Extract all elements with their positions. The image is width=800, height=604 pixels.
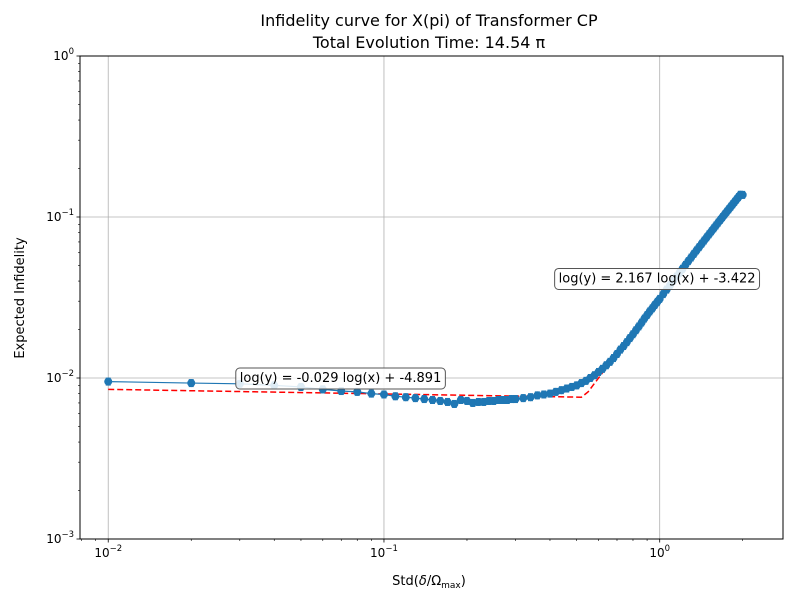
x-tick-label: 100: [649, 544, 670, 560]
data-point: [401, 393, 410, 402]
x-axis-label-sep: /: [427, 574, 432, 589]
fit-lines: [108, 191, 744, 398]
data-point: [738, 190, 747, 199]
x-tick-label: 10−2: [94, 544, 122, 560]
data-point: [353, 387, 362, 396]
data-point: [450, 399, 459, 408]
x-axis-label-prefix: Std(: [392, 574, 419, 589]
x-axis-label-omega: Ω: [431, 574, 441, 589]
x-tick-label: 10−1: [370, 544, 398, 560]
fit-equation-annotation: log(y) = 2.167 log(x) + -3.422: [554, 267, 761, 290]
axis-ticks: 10−2 10−1 100 10−3 10−2 10−1 100: [46, 47, 744, 560]
fit-line: [108, 191, 744, 398]
annotation-box: [235, 367, 446, 390]
data-point: [436, 396, 445, 405]
data-point: [456, 396, 465, 405]
x-axis-label-delta: δ: [419, 574, 427, 589]
y-tick-label: 10−2: [46, 369, 74, 385]
data-point: [411, 394, 420, 403]
data-point: [391, 392, 400, 401]
data-point: [539, 390, 548, 399]
data-point: [526, 393, 535, 402]
data-point: [104, 377, 113, 386]
fit-equation-annotation: log(y) = -0.029 log(x) + -4.891: [235, 367, 446, 390]
y-tick-label: 100: [53, 47, 74, 63]
x-axis-label-sub: max: [441, 581, 461, 591]
data-point: [379, 390, 388, 399]
x-axis-label: Std(δ/Ωmax): [392, 574, 466, 591]
data-point: [511, 395, 520, 404]
data-point: [519, 394, 528, 403]
data-point: [443, 397, 452, 406]
plot-area-frame: [79, 55, 784, 540]
data-point: [428, 396, 437, 405]
data-point: [367, 389, 376, 398]
annotation-box: [554, 267, 761, 290]
annotation-text: log(y) = 2.167 log(x) + -3.422: [559, 271, 756, 286]
y-tick-label: 10−1: [46, 208, 74, 224]
data-point: [420, 395, 429, 404]
data-point: [533, 391, 542, 400]
y-tick-label: 10−3: [46, 530, 74, 546]
chart-title-line2: Total Evolution Time: 14.54 π: [312, 33, 546, 52]
annotations: log(y) = -0.029 log(x) + -4.891 log(y) = …: [235, 267, 761, 390]
data-point: [187, 379, 196, 388]
annotation-text: log(y) = -0.029 log(x) + -4.891: [240, 371, 442, 386]
y-axis-label: Expected Infidelity: [13, 237, 28, 359]
x-axis-label-suffix: ): [461, 574, 466, 589]
data-series: [104, 190, 747, 408]
chart-title-line1: Infidelity curve for X(pi) of Transforme…: [260, 11, 598, 30]
